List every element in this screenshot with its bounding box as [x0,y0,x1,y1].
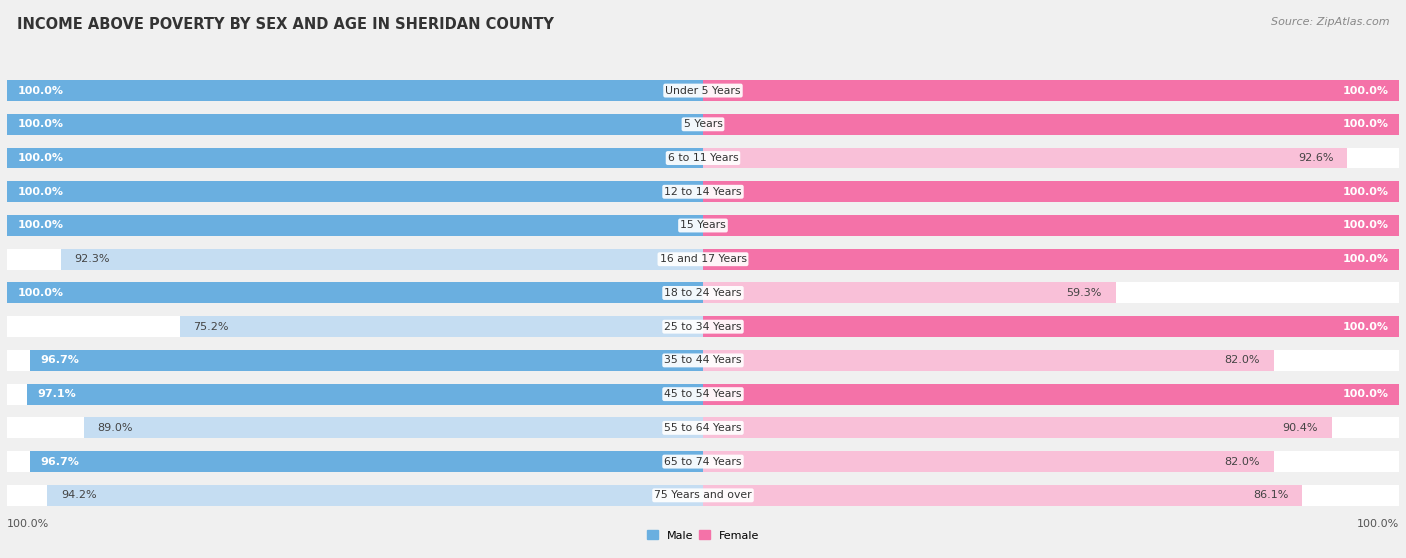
Bar [7,80,1399,101]
Bar [83,417,703,439]
Text: 59.3%: 59.3% [1066,288,1102,298]
Bar [60,249,703,270]
Bar [703,282,1116,304]
Bar [703,417,1331,439]
Bar [7,451,1399,472]
Text: 100.0%: 100.0% [17,153,63,163]
Text: 75.2%: 75.2% [194,321,229,331]
Text: Source: ZipAtlas.com: Source: ZipAtlas.com [1271,17,1389,27]
Text: 100.0%: 100.0% [17,288,63,298]
Bar [7,147,703,169]
Bar [7,282,1399,304]
Text: 6 to 11 Years: 6 to 11 Years [668,153,738,163]
Text: 100.0%: 100.0% [1343,254,1389,264]
Bar [703,147,1347,169]
Text: 100.0%: 100.0% [17,187,63,197]
Text: 25 to 34 Years: 25 to 34 Years [664,321,742,331]
Text: 96.7%: 96.7% [41,456,79,466]
Bar [7,316,1399,337]
Text: 100.0%: 100.0% [17,220,63,230]
Bar [703,215,1399,236]
Text: 16 and 17 Years: 16 and 17 Years [659,254,747,264]
Text: 5 Years: 5 Years [683,119,723,129]
Text: 100.0%: 100.0% [1343,321,1389,331]
Bar [48,485,703,506]
Text: 89.0%: 89.0% [97,423,134,433]
Bar [703,485,1302,506]
Text: 100.0%: 100.0% [1357,519,1399,529]
Text: 86.1%: 86.1% [1253,490,1288,501]
Bar [703,114,1399,134]
Bar [7,181,1399,202]
Text: 100.0%: 100.0% [1343,119,1389,129]
Text: 82.0%: 82.0% [1225,456,1260,466]
Text: 96.7%: 96.7% [41,355,79,365]
Text: 100.0%: 100.0% [17,119,63,129]
Bar [703,451,1274,472]
Bar [7,80,703,101]
Bar [7,147,1399,169]
Text: 35 to 44 Years: 35 to 44 Years [664,355,742,365]
Bar [7,215,703,236]
Bar [703,316,1399,337]
Bar [27,384,703,405]
Text: 90.4%: 90.4% [1282,423,1319,433]
Text: 100.0%: 100.0% [1343,187,1389,197]
Bar [7,181,703,202]
Text: 12 to 14 Years: 12 to 14 Years [664,187,742,197]
Bar [703,384,1399,405]
Bar [180,316,703,337]
Bar [30,350,703,371]
Bar [703,80,1399,101]
Bar [7,114,703,134]
Bar [703,249,1399,270]
Text: 45 to 54 Years: 45 to 54 Years [664,389,742,399]
Bar [7,282,703,304]
Legend: Male, Female: Male, Female [643,526,763,545]
Bar [703,181,1399,202]
Bar [7,114,1399,134]
Text: 82.0%: 82.0% [1225,355,1260,365]
Text: 18 to 24 Years: 18 to 24 Years [664,288,742,298]
Text: 100.0%: 100.0% [1343,389,1389,399]
Text: 100.0%: 100.0% [1343,85,1389,95]
Text: 75 Years and over: 75 Years and over [654,490,752,501]
Bar [7,215,1399,236]
Text: 100.0%: 100.0% [1343,220,1389,230]
Text: Under 5 Years: Under 5 Years [665,85,741,95]
Text: 92.6%: 92.6% [1298,153,1333,163]
Text: 15 Years: 15 Years [681,220,725,230]
Text: INCOME ABOVE POVERTY BY SEX AND AGE IN SHERIDAN COUNTY: INCOME ABOVE POVERTY BY SEX AND AGE IN S… [17,17,554,32]
Text: 97.1%: 97.1% [38,389,76,399]
Bar [7,384,1399,405]
Text: 100.0%: 100.0% [7,519,49,529]
Text: 100.0%: 100.0% [17,85,63,95]
Text: 94.2%: 94.2% [62,490,97,501]
Bar [7,350,1399,371]
Text: 65 to 74 Years: 65 to 74 Years [664,456,742,466]
Bar [7,417,1399,439]
Text: 55 to 64 Years: 55 to 64 Years [664,423,742,433]
Bar [703,350,1274,371]
Bar [7,249,1399,270]
Text: 92.3%: 92.3% [75,254,110,264]
Bar [7,485,1399,506]
Bar [30,451,703,472]
